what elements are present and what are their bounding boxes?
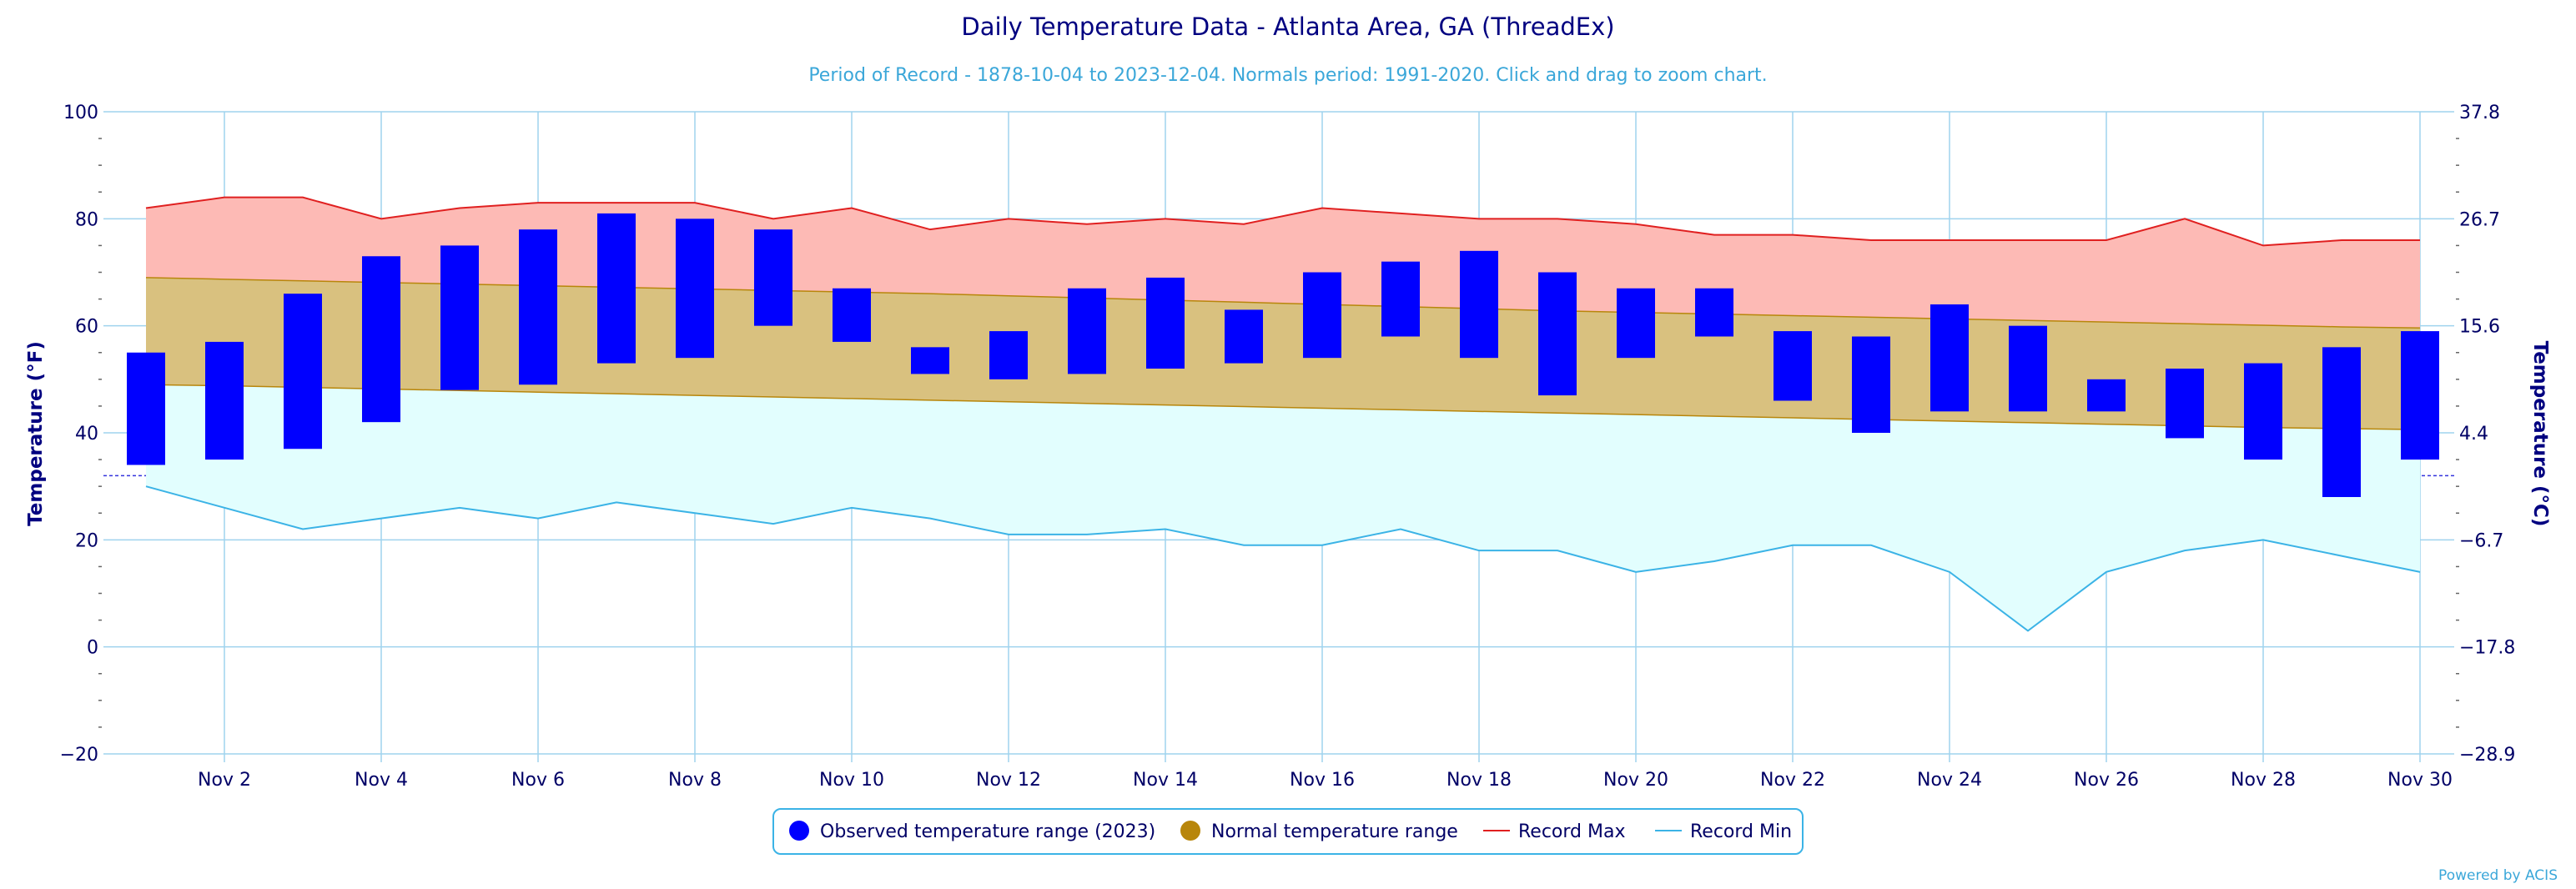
x-tick-label: Nov 24	[1917, 770, 1982, 791]
observed-bar[interactable]	[911, 347, 949, 374]
record-min-line	[145, 485, 2421, 632]
observed-bar[interactable]	[1146, 277, 1185, 369]
observed-bar[interactable]	[440, 245, 479, 390]
observed-bar[interactable]	[2322, 347, 2361, 497]
y-tick-label-left: 40	[75, 424, 98, 444]
observed-bar[interactable]	[676, 218, 714, 359]
x-tick-label: Nov 6	[511, 770, 565, 791]
y-tick-label-left: −20	[60, 745, 98, 766]
legend-normal-symbol	[1180, 821, 1200, 841]
observed-bar[interactable]	[597, 213, 636, 364]
range-areas	[145, 196, 2421, 632]
observed-bar[interactable]	[1381, 261, 1420, 337]
x-tick-label: Nov 16	[1290, 770, 1355, 791]
legend-observed-label: Observed temperature range (2023)	[820, 821, 1155, 842]
legend-normal-label: Normal temperature range	[1211, 821, 1458, 842]
observed-bar[interactable]	[1068, 288, 1106, 374]
observed-bar[interactable]	[754, 229, 792, 326]
x-tick-label: Nov 8	[668, 770, 722, 791]
observed-bar[interactable]	[2166, 369, 2204, 439]
observed-bar[interactable]	[1303, 272, 1341, 359]
record-max-line	[145, 196, 2420, 247]
y-tick-label-right: 26.7	[2459, 209, 2500, 230]
y-tick-label-left: 0	[87, 638, 98, 659]
axes: 100 37.8 80 26.7 60 15.6 40 4.4 20 −6.7 0 −17.8 −20 −…	[60, 103, 2516, 791]
observed-bar[interactable]	[1695, 288, 1733, 337]
x-tick-label: Nov 14	[1133, 770, 1198, 791]
y-tick-label-left: 80	[75, 209, 98, 230]
observed-bar[interactable]	[1617, 288, 1655, 359]
legend-item-record-min[interactable]: Record Min	[1655, 821, 1792, 842]
y-tick-label-left: 100	[63, 103, 98, 123]
y-tick-label-left: 20	[75, 530, 98, 551]
record-max-area	[146, 197, 2420, 329]
x-tick-label: Nov 4	[355, 770, 408, 791]
x-tick-label: Nov 22	[1760, 770, 1825, 791]
observed-bar[interactable]	[1852, 336, 1890, 434]
observed-bar[interactable]	[1225, 309, 1263, 364]
observed-bar[interactable]	[833, 288, 871, 342]
y-tick-label-right: 4.4	[2459, 424, 2488, 444]
observed-bar[interactable]	[2009, 325, 2047, 412]
y-tick-label-right: −17.8	[2459, 638, 2515, 659]
observed-bar[interactable]	[362, 256, 400, 423]
observed-bar[interactable]	[2401, 331, 2439, 460]
x-tick-label: Nov 12	[976, 770, 1041, 791]
x-tick-label: Nov 2	[198, 770, 251, 791]
chart-legend: Observed temperature range (2023) Normal…	[772, 808, 1804, 855]
legend-observed-symbol	[789, 821, 809, 841]
normal-range-area	[146, 277, 2420, 430]
observed-bar[interactable]	[205, 341, 244, 460]
x-tick-label: Nov 28	[2231, 770, 2296, 791]
x-tick-label: Nov 30	[2387, 770, 2453, 791]
observed-bar[interactable]	[1930, 304, 1969, 412]
observed-bar[interactable]	[284, 294, 322, 450]
chart-title: Daily Temperature Data - Atlanta Area, G…	[961, 13, 1614, 41]
x-tick-label: Nov 18	[1446, 770, 1512, 791]
y-tick-label-right: 15.6	[2459, 317, 2500, 338]
y-tick-label-right: −6.7	[2459, 530, 2503, 551]
chart-subtitle: Period of Record - 1878-10-04 to 2023-12…	[808, 65, 1767, 86]
y-axis-title-right: Temperature (°C)	[2529, 341, 2551, 527]
x-tick-label: Nov 10	[819, 770, 884, 791]
x-tick-label: Nov 20	[1603, 770, 1668, 791]
y-tick-label-left: 60	[75, 317, 98, 338]
legend-record-max-label: Record Max	[1518, 821, 1626, 842]
observed-bar[interactable]	[1538, 272, 1577, 396]
observed-bars	[127, 213, 2439, 497]
legend-item-observed[interactable]: Observed temperature range (2023)	[789, 821, 1155, 842]
observed-bar[interactable]	[1460, 250, 1498, 359]
x-tick-label: Nov 26	[2074, 770, 2139, 791]
y-tick-label-right: −28.9	[2459, 745, 2515, 766]
observed-bar[interactable]	[989, 331, 1028, 379]
legend-item-normal[interactable]: Normal temperature range	[1180, 821, 1458, 842]
legend-box	[772, 808, 1804, 855]
observed-bar[interactable]	[519, 229, 557, 385]
y-axis-title-left: Temperature (°F)	[25, 341, 47, 526]
legend-item-record-max[interactable]: Record Max	[1483, 821, 1626, 842]
observed-bar[interactable]	[2087, 379, 2126, 412]
observed-bar[interactable]	[127, 352, 165, 465]
credits-link[interactable]: Powered by ACIS	[2438, 867, 2558, 884]
normal-low-line	[145, 384, 2421, 430]
observed-bar[interactable]	[1774, 331, 1812, 401]
y-tick-label-right: 37.8	[2459, 103, 2500, 123]
legend-record-min-label: Record Min	[1690, 821, 1792, 842]
observed-bar[interactable]	[2244, 363, 2282, 460]
